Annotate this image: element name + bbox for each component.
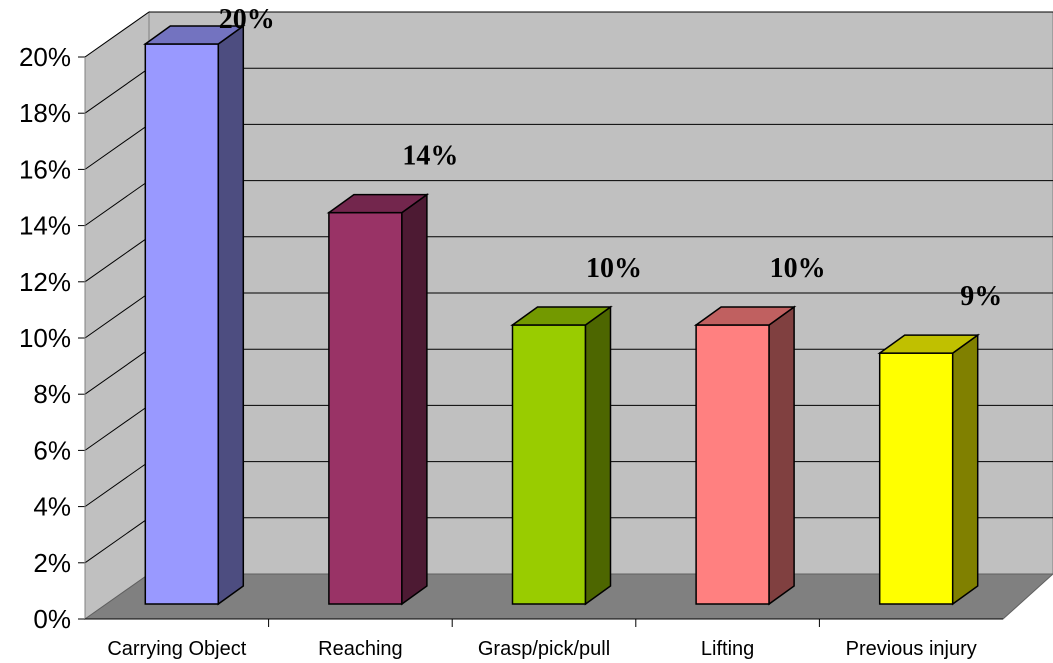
y-tick-label: 18% <box>19 98 71 128</box>
bar <box>695 324 770 605</box>
x-tick-label: Previous injury <box>846 638 977 660</box>
y-tick-label: 2% <box>33 548 71 578</box>
gridline-side <box>84 348 150 395</box>
bar-side <box>217 24 245 606</box>
data-label: 9% <box>960 281 1002 312</box>
gridline-side <box>84 11 150 58</box>
data-label: 14% <box>402 141 458 172</box>
gridline-side <box>84 517 150 564</box>
data-label: 10% <box>586 253 642 284</box>
x-tick-label: Carrying Object <box>107 638 246 660</box>
bar <box>144 43 220 605</box>
bar-top <box>510 306 613 326</box>
bar-top <box>877 334 981 354</box>
bar-side <box>401 193 428 606</box>
y-tick-label: 8% <box>33 379 71 409</box>
gridline-side <box>84 236 150 283</box>
gridline-side <box>84 123 150 170</box>
gridline-side <box>84 461 150 508</box>
x-tick-label: Grasp/pick/pull <box>478 638 610 660</box>
y-tick-label: 0% <box>33 604 71 634</box>
bar <box>511 324 587 605</box>
bar-side <box>584 305 612 606</box>
bar <box>878 352 954 605</box>
x-tick-label: Reaching <box>318 638 403 660</box>
bar-top <box>326 193 430 214</box>
bar-side <box>951 333 979 606</box>
gridline-side <box>84 67 150 114</box>
labels: 0% 2% 4% 6% 8% 10% 12% 14% 16% 18% 20% Carrying Obj… <box>19 4 1002 660</box>
bar-top <box>693 306 797 326</box>
y-tick-label: 20% <box>19 42 71 72</box>
y-tick-label: 10% <box>19 323 71 353</box>
data-label: 10% <box>770 253 826 284</box>
gridline-side <box>84 292 150 339</box>
bar-side <box>768 305 795 606</box>
axes <box>78 56 1003 627</box>
y-tick-label: 16% <box>19 154 71 184</box>
gridline-side <box>84 180 150 227</box>
bar-top <box>142 25 246 45</box>
bar <box>328 211 403 605</box>
y-tick-label: 6% <box>33 435 71 465</box>
y-tick-label: 4% <box>33 492 71 522</box>
gridline-side <box>84 404 150 451</box>
x-tick-label: Lifting <box>701 638 754 660</box>
data-label: 20% <box>219 4 275 35</box>
bars <box>142 24 981 606</box>
y-tick-label: 14% <box>19 211 71 241</box>
y-tick-label: 12% <box>19 267 71 297</box>
